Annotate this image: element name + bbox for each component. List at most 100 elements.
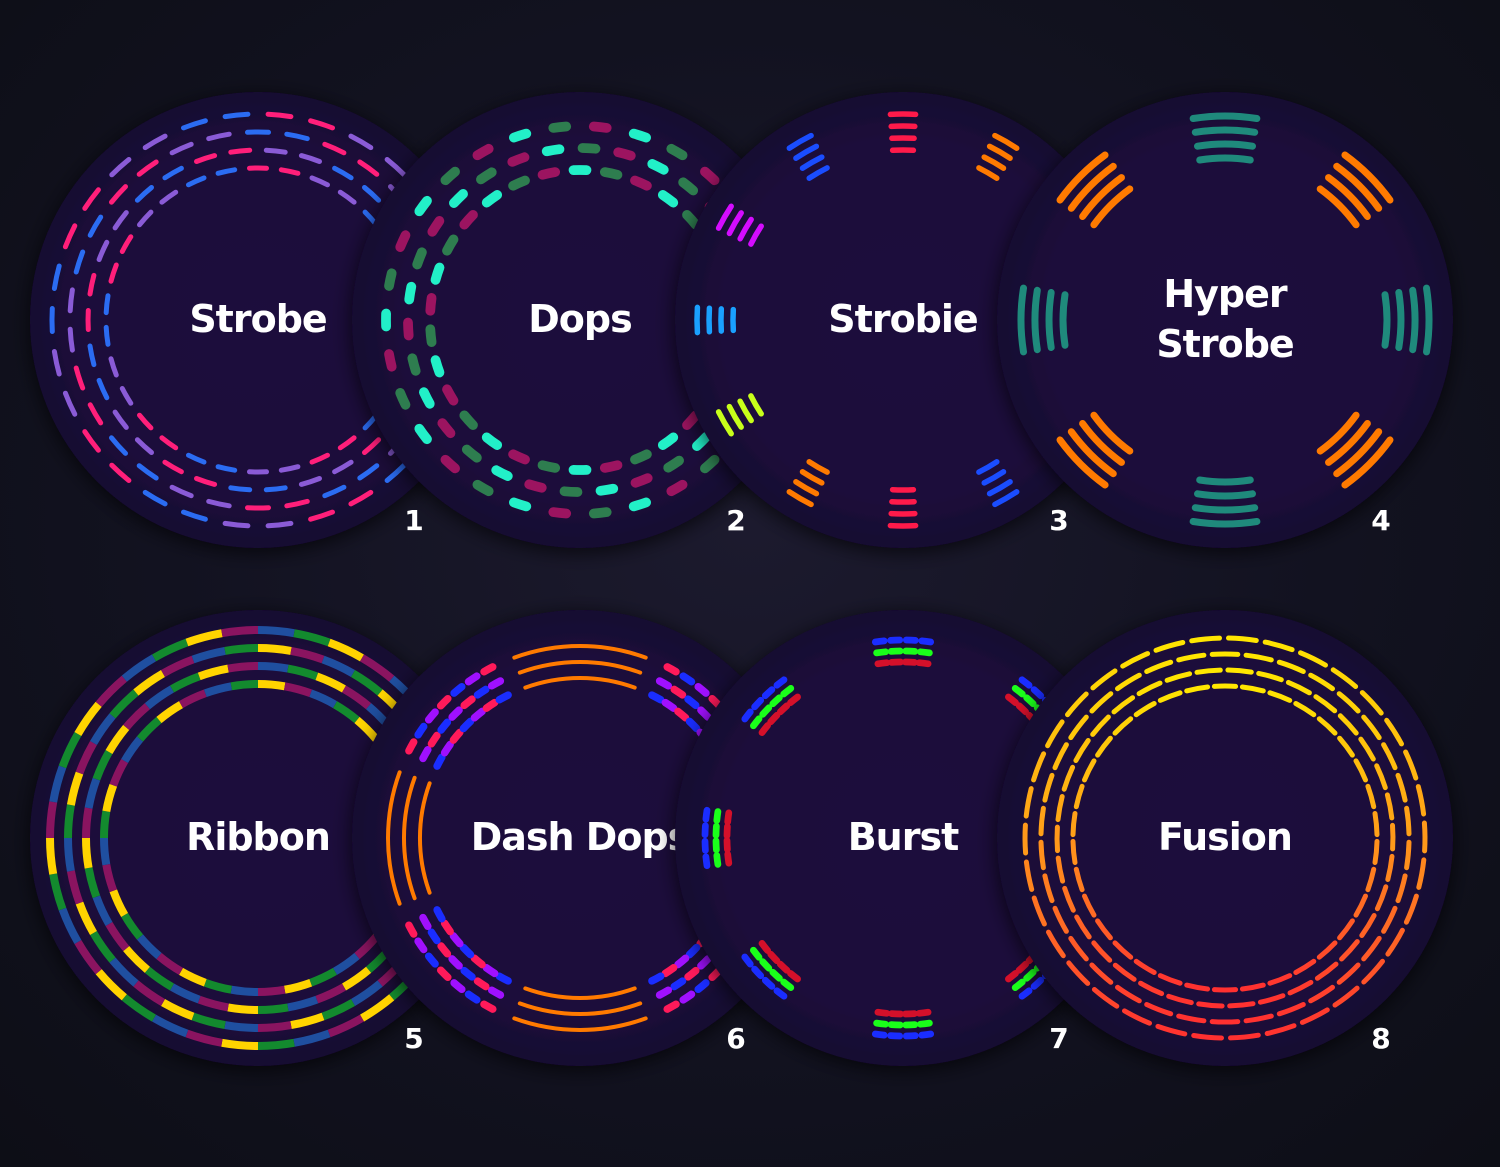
- burst-dot: [776, 702, 791, 716]
- fusion-dash: [1153, 640, 1186, 653]
- fusion-dash: [1330, 667, 1359, 689]
- dashdops-dot: [449, 932, 464, 948]
- dop-mark: [491, 465, 513, 481]
- dop-mark: [419, 387, 435, 409]
- dop-mark: [588, 507, 612, 519]
- strobie-dash: [786, 489, 814, 508]
- dashdops-line: [401, 775, 417, 901]
- dashdops-dot: [440, 919, 454, 936]
- strobie-dash: [992, 489, 1020, 508]
- ribbon-segment: [109, 957, 139, 987]
- fusion-dash: [1228, 1032, 1261, 1041]
- fusion-dash: [1046, 929, 1066, 959]
- ribbon-segment: [90, 930, 116, 963]
- dop-mark: [509, 497, 532, 512]
- pattern-card-fusion[interactable]: Fusion 8: [997, 610, 1453, 1066]
- ribbon-segment: [257, 626, 295, 638]
- dashdops-dot: [424, 708, 439, 724]
- fusion-dash: [1358, 736, 1376, 762]
- dashdops-dot: [679, 672, 696, 686]
- fusion-dash: [1332, 985, 1360, 1008]
- strobie-dash: [715, 409, 734, 437]
- strobie-dash: [793, 143, 820, 161]
- pattern-card-dashdops[interactable]: Dash Dops 6: [352, 610, 808, 1066]
- fusion-dash: [1293, 958, 1317, 975]
- pattern-label: Dash Dops: [471, 815, 690, 859]
- dop-mark: [548, 121, 572, 133]
- ribbon-segment: [221, 1038, 259, 1050]
- fusion-dash: [1184, 684, 1211, 694]
- dashdops-line: [386, 770, 402, 906]
- strobe-dash: [348, 133, 374, 151]
- burst-dot: [873, 648, 889, 657]
- dop-mark: [459, 210, 478, 230]
- pattern-card-strobie[interactable]: Strobie 3: [675, 92, 1131, 548]
- dop-mark: [437, 418, 456, 439]
- burst-dot: [1005, 970, 1019, 983]
- dop-mark: [461, 444, 482, 463]
- dop-mark: [537, 460, 561, 473]
- pattern-number: 8: [1371, 1022, 1390, 1055]
- ribbon-segment: [283, 978, 313, 994]
- burst-dot: [713, 852, 722, 868]
- ribbon-segment: [315, 672, 346, 693]
- strobe-dash: [194, 476, 218, 487]
- ribbon-segment: [109, 689, 139, 719]
- dop-mark: [537, 167, 561, 180]
- burst-dot: [1023, 694, 1037, 708]
- strobie-dash: [726, 210, 744, 237]
- burst-dot: [915, 1008, 932, 1017]
- pattern-number: 5: [404, 1022, 423, 1055]
- dashdops-dot: [448, 955, 463, 970]
- dop-mark: [509, 128, 532, 143]
- strobe-dash: [186, 452, 207, 465]
- burst-dot: [1018, 676, 1033, 689]
- ribbon-segment: [156, 701, 184, 724]
- dop-mark: [442, 234, 459, 256]
- strobe-dash: [108, 356, 119, 378]
- dashdops-dot: [414, 937, 428, 954]
- hyper-dash: [1316, 411, 1360, 455]
- dop-mark: [682, 210, 701, 230]
- ribbon-segment: [170, 983, 201, 1004]
- fusion-dash: [1055, 855, 1066, 884]
- dop-mark: [595, 483, 619, 496]
- ribbon-segment: [84, 777, 101, 809]
- strobe-dash: [308, 118, 335, 131]
- ribbon-segment: [95, 675, 127, 707]
- fusion-dash: [1073, 738, 1091, 763]
- burst-dot: [761, 686, 776, 700]
- dop-mark: [414, 423, 432, 445]
- strobe-dash: [332, 165, 354, 181]
- ribbon-segment: [99, 810, 111, 839]
- pattern-rings: [1022, 635, 1428, 1041]
- strobe-dash: [82, 429, 101, 453]
- dashdops-dot: [437, 718, 452, 734]
- fusion-dash: [1336, 691, 1361, 714]
- dashdops-dot: [473, 977, 490, 991]
- strobe-dash: [73, 365, 86, 391]
- pattern-card-hyper[interactable]: Hyper Strobe 4: [997, 92, 1453, 548]
- fusion-dash: [1404, 805, 1412, 837]
- dop-mark: [508, 175, 530, 191]
- pattern-card-strobe[interactable]: Strobe 1: [30, 92, 486, 548]
- pattern-label: Dops: [528, 297, 631, 341]
- fusion-dash: [1055, 794, 1065, 823]
- pattern-card-ribbon[interactable]: Ribbon 5: [30, 610, 486, 1066]
- ribbon-segment: [341, 685, 372, 710]
- pattern-number: 1: [404, 504, 423, 537]
- dashdops-dot: [433, 906, 446, 923]
- dop-mark: [481, 432, 503, 450]
- strobe-dash: [103, 324, 111, 347]
- hyper-dash: [1067, 428, 1117, 478]
- dashdops-dot: [684, 966, 700, 981]
- strobe-dash: [112, 409, 129, 430]
- pattern-number: 7: [1049, 1022, 1068, 1055]
- hyper-dash: [1059, 291, 1069, 349]
- dashdops-dot: [460, 695, 476, 710]
- fusion-dash: [1256, 670, 1284, 683]
- fusion-dash: [1384, 717, 1404, 747]
- ribbon-segment: [290, 1012, 325, 1030]
- hyper-dash: [1196, 476, 1254, 486]
